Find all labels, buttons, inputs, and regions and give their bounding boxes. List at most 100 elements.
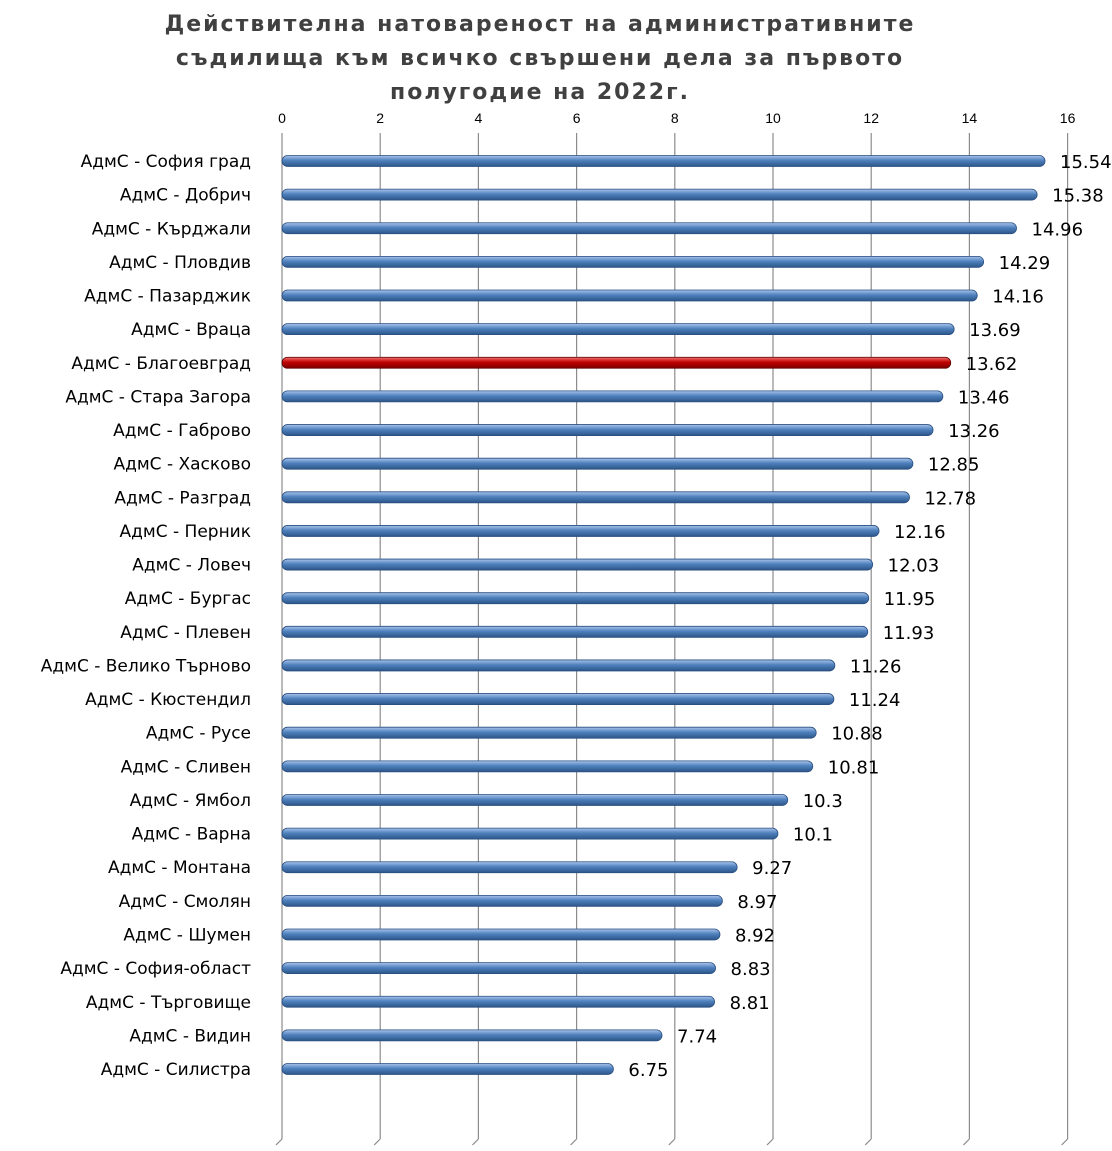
data-label: 12.16 bbox=[894, 522, 946, 543]
category-label: АдмС - Хасково bbox=[113, 455, 251, 475]
data-label: 11.26 bbox=[850, 656, 902, 677]
category-label: АдмС - Варна bbox=[132, 825, 251, 845]
data-label: 8.97 bbox=[737, 892, 777, 913]
category-label: АдмС - Ловеч bbox=[132, 556, 251, 576]
category-label: АдмС - Кюстендил bbox=[85, 690, 251, 710]
bar bbox=[281, 1029, 663, 1042]
x-tick-label: 10 bbox=[765, 110, 781, 126]
gridline-foot bbox=[962, 1138, 970, 1146]
bar bbox=[281, 155, 1046, 167]
category-label: АдмС - Видин bbox=[129, 1026, 251, 1046]
bar bbox=[281, 693, 835, 705]
data-label: 10.88 bbox=[831, 724, 883, 745]
bar bbox=[281, 625, 869, 638]
data-label: 13.46 bbox=[958, 387, 1010, 408]
category-label: АдмС - Перник bbox=[120, 522, 251, 542]
bar bbox=[281, 289, 978, 302]
category-label: АдмС - Монтана bbox=[108, 858, 251, 878]
x-tick-label: 14 bbox=[962, 110, 978, 126]
bar bbox=[281, 558, 874, 571]
bar bbox=[281, 222, 1017, 235]
gridline-foot bbox=[864, 1138, 872, 1146]
data-label: 14.29 bbox=[999, 253, 1051, 274]
data-label: 15.38 bbox=[1052, 186, 1104, 207]
data-label: 7.74 bbox=[677, 1026, 717, 1047]
data-label: 8.81 bbox=[730, 993, 770, 1014]
category-label: АдмС - Пловдив bbox=[109, 253, 251, 273]
data-label: 14.96 bbox=[1032, 219, 1084, 240]
category-label: АдмС - Благоевград bbox=[71, 354, 251, 374]
bar bbox=[281, 457, 914, 470]
category-label: АдмС - Бургас bbox=[125, 589, 251, 609]
data-label: 11.24 bbox=[849, 690, 901, 711]
category-label: АдмС - Сливен bbox=[121, 757, 251, 777]
bar bbox=[281, 659, 836, 672]
x-tick-label: 2 bbox=[376, 110, 384, 126]
data-label: 8.92 bbox=[735, 925, 775, 946]
data-label: 10.1 bbox=[793, 825, 833, 846]
data-label: 10.3 bbox=[803, 791, 843, 812]
category-label: АдмС - Стара Загора bbox=[65, 387, 251, 407]
bar bbox=[281, 1063, 614, 1075]
bar bbox=[281, 390, 944, 403]
data-label: 13.69 bbox=[969, 320, 1021, 341]
category-label: АдмС - Смолян bbox=[119, 892, 251, 912]
bar bbox=[281, 491, 910, 504]
data-label: 11.93 bbox=[883, 623, 935, 644]
category-label: АдмС - Русе bbox=[146, 724, 251, 744]
category-label: АдмС - Кърджали bbox=[92, 219, 251, 239]
bar bbox=[281, 962, 716, 975]
gridline-foot bbox=[1061, 1138, 1069, 1146]
gridline-foot bbox=[373, 1138, 381, 1146]
data-label: 12.03 bbox=[888, 556, 940, 577]
x-tick-label: 16 bbox=[1060, 110, 1076, 126]
bar bbox=[281, 188, 1038, 201]
gridline-foot bbox=[668, 1138, 676, 1146]
category-label: АдмС - Шумен bbox=[123, 925, 251, 945]
category-label: АдмС - Враца bbox=[131, 320, 251, 340]
x-tick-label: 0 bbox=[278, 110, 286, 126]
bar bbox=[281, 760, 814, 773]
data-label: 10.81 bbox=[828, 757, 880, 778]
data-label: 6.75 bbox=[628, 1060, 668, 1081]
gridline-foot bbox=[471, 1138, 479, 1146]
category-label: АдмС - Ямбол bbox=[130, 791, 251, 811]
bar bbox=[281, 794, 789, 806]
gridline-foot bbox=[275, 1138, 283, 1146]
category-label: АдмС - Добрич bbox=[120, 186, 251, 206]
data-label: 13.26 bbox=[948, 421, 1000, 442]
data-label: 11.95 bbox=[884, 589, 936, 610]
category-label: АдмС - София-област bbox=[60, 959, 251, 979]
data-label: 14.16 bbox=[992, 287, 1044, 308]
bar bbox=[281, 255, 985, 268]
data-label: 15.54 bbox=[1060, 152, 1112, 173]
bar bbox=[281, 726, 817, 739]
category-label: АдмС - Разград bbox=[114, 488, 251, 508]
chart-title: Действителна натовареност на администрат… bbox=[164, 12, 916, 105]
data-label: 9.27 bbox=[752, 858, 792, 879]
category-label: АдмС - Силистра bbox=[101, 1060, 251, 1080]
gridline-foot bbox=[766, 1138, 774, 1146]
category-label: АдмС - София град bbox=[81, 152, 251, 172]
bar bbox=[281, 827, 779, 840]
bar-highlighted bbox=[281, 356, 952, 369]
data-label: 12.85 bbox=[928, 455, 980, 476]
x-tick-label: 8 bbox=[671, 110, 679, 126]
bar bbox=[281, 995, 715, 1008]
bar bbox=[281, 861, 738, 874]
bar bbox=[281, 928, 721, 941]
data-label: 13.62 bbox=[966, 354, 1018, 375]
data-label: 8.83 bbox=[731, 959, 771, 980]
category-label: АдмС - Пазарджик bbox=[84, 287, 251, 307]
bar bbox=[281, 894, 723, 907]
bar bbox=[281, 592, 870, 605]
gridline-foot bbox=[570, 1138, 578, 1146]
data-label: 12.78 bbox=[924, 488, 976, 509]
bar bbox=[281, 323, 955, 336]
bar bbox=[281, 525, 880, 537]
category-label: АдмС - Габрово bbox=[113, 421, 251, 441]
x-tick-label: 6 bbox=[573, 110, 581, 126]
bar bbox=[281, 424, 934, 436]
x-tick-label: 4 bbox=[475, 110, 483, 126]
